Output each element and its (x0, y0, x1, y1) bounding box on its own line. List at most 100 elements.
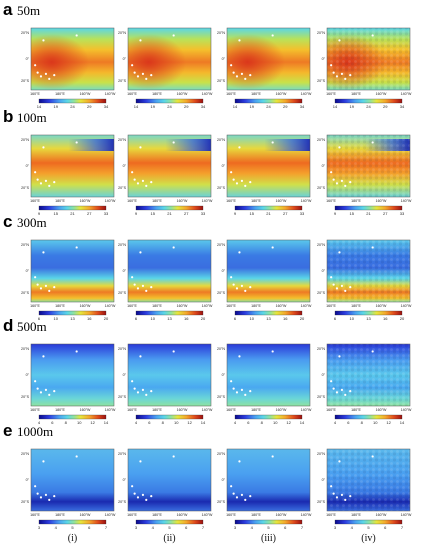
lon-label: 160°W (177, 92, 188, 96)
lon-label: 140°W (301, 513, 312, 517)
island-marker (335, 391, 339, 394)
island-marker (136, 182, 140, 185)
island-marker (232, 283, 235, 286)
colorbar-tick: 29 (383, 104, 388, 109)
colorbar-tick: 14 (37, 104, 42, 109)
lon-label: 160°W (276, 304, 287, 308)
lon-label: 180°E (55, 92, 65, 96)
lat-label: 0° (322, 373, 326, 377)
island-marker (340, 72, 344, 75)
colorbar (135, 205, 204, 211)
island-marker (344, 498, 347, 501)
lon-label: 140°W (301, 92, 312, 96)
lon-label: 160°W (276, 92, 287, 96)
island-marker (150, 286, 153, 289)
lon-label: 180°E (251, 408, 261, 412)
lon-label: 160°E (326, 199, 336, 203)
lon-label: 160°W (276, 199, 287, 203)
colorbar-tick: 6 (384, 525, 387, 530)
colorbar-tick: 8 (261, 420, 264, 425)
island-marker (349, 390, 352, 393)
colorbar-tick: 21 (70, 211, 75, 216)
map-frame (226, 343, 311, 407)
lon-label: 140°W (301, 199, 312, 203)
lon-label: 180°E (152, 513, 162, 517)
lon-label: 140°W (301, 304, 312, 308)
map-field (128, 344, 211, 406)
lat-label: 20°N (317, 452, 325, 456)
island-marker (249, 390, 252, 393)
island-marker (238, 39, 241, 42)
colorbar-tick: 6 (185, 525, 188, 530)
island-marker (338, 146, 341, 149)
lat-label: 20°N (217, 243, 225, 247)
lat-label: 0° (222, 478, 226, 482)
island-marker (332, 283, 335, 286)
lat-label: 20°N (317, 243, 325, 247)
lon-label: 160°W (376, 92, 387, 96)
lat-label: 20°S (118, 79, 126, 83)
lat-label: 20°S (317, 500, 325, 504)
lat-label: 20°N (21, 452, 29, 456)
island-marker (44, 388, 48, 391)
colorbar-tick: 14 (333, 104, 338, 109)
island-marker (235, 391, 239, 394)
lon-label: 160°W (177, 304, 188, 308)
lon-label: 160°W (276, 513, 287, 517)
panel-letter-d: d (3, 316, 13, 335)
lon-label: 160°E (326, 304, 336, 308)
island-marker (53, 495, 56, 498)
lon-label: 160°E (226, 304, 236, 308)
island-marker (249, 74, 252, 77)
island-marker (371, 34, 374, 37)
island-marker (240, 179, 244, 182)
island-marker (133, 71, 136, 74)
island-marker (332, 178, 335, 181)
colorbar-tick: 33 (300, 211, 305, 216)
colorbar-tick: 15 (250, 211, 255, 216)
colorbar-tick: 10 (54, 316, 59, 321)
colorbar-tick: 6 (334, 316, 337, 321)
lon-label: 160°E (30, 408, 40, 412)
colorbar (135, 98, 204, 104)
island-marker (131, 171, 134, 174)
map-frame (326, 343, 411, 407)
colorbar-tick: 9 (234, 211, 237, 216)
lat-label: 0° (123, 478, 127, 482)
lon-label: 160°E (30, 304, 40, 308)
island-marker (44, 493, 48, 496)
colorbar (38, 414, 107, 420)
map-frame (226, 448, 311, 512)
map-frame (127, 343, 212, 407)
map-panel-a-3: 20°N 0° 20°S 160°E 180°E 160°W 140°W 14 19 24 29 34 (217, 27, 312, 109)
island-marker (230, 380, 233, 383)
lon-label: 160°W (177, 513, 188, 517)
island-marker (330, 380, 333, 383)
colorbar-tick: 20 (201, 316, 206, 321)
column-label: (i) (68, 533, 77, 544)
island-marker (131, 380, 134, 383)
colorbar-tick: 21 (167, 211, 172, 216)
lon-label: 160°E (127, 513, 137, 517)
map-panel-e-1: 20°N 0° 20°S 160°E 180°E 160°W 140°W 3 4 5 6 7 (21, 448, 116, 530)
colorbar-tick: 9 (135, 211, 138, 216)
lat-label: 0° (26, 164, 30, 168)
lat-label: 20°N (317, 31, 325, 35)
island-marker (39, 287, 43, 290)
lon-label: 140°W (105, 513, 116, 517)
lon-label: 140°W (401, 513, 412, 517)
map-frame (127, 239, 212, 303)
colorbar-tick: 9 (334, 211, 337, 216)
colorbar-tick: 4 (55, 525, 58, 530)
colorbar-tick: 10 (77, 420, 82, 425)
map-frame (226, 27, 311, 91)
island-marker (34, 64, 37, 67)
colorbar-tick: 19 (54, 104, 59, 109)
colorbar-tick: 4 (251, 525, 254, 530)
map-frame (127, 448, 212, 512)
island-marker (371, 455, 374, 458)
lon-label: 140°W (401, 199, 412, 203)
lon-label: 160°W (376, 408, 387, 412)
lon-label: 160°E (226, 408, 236, 412)
colorbar-tick: 7 (202, 525, 205, 530)
